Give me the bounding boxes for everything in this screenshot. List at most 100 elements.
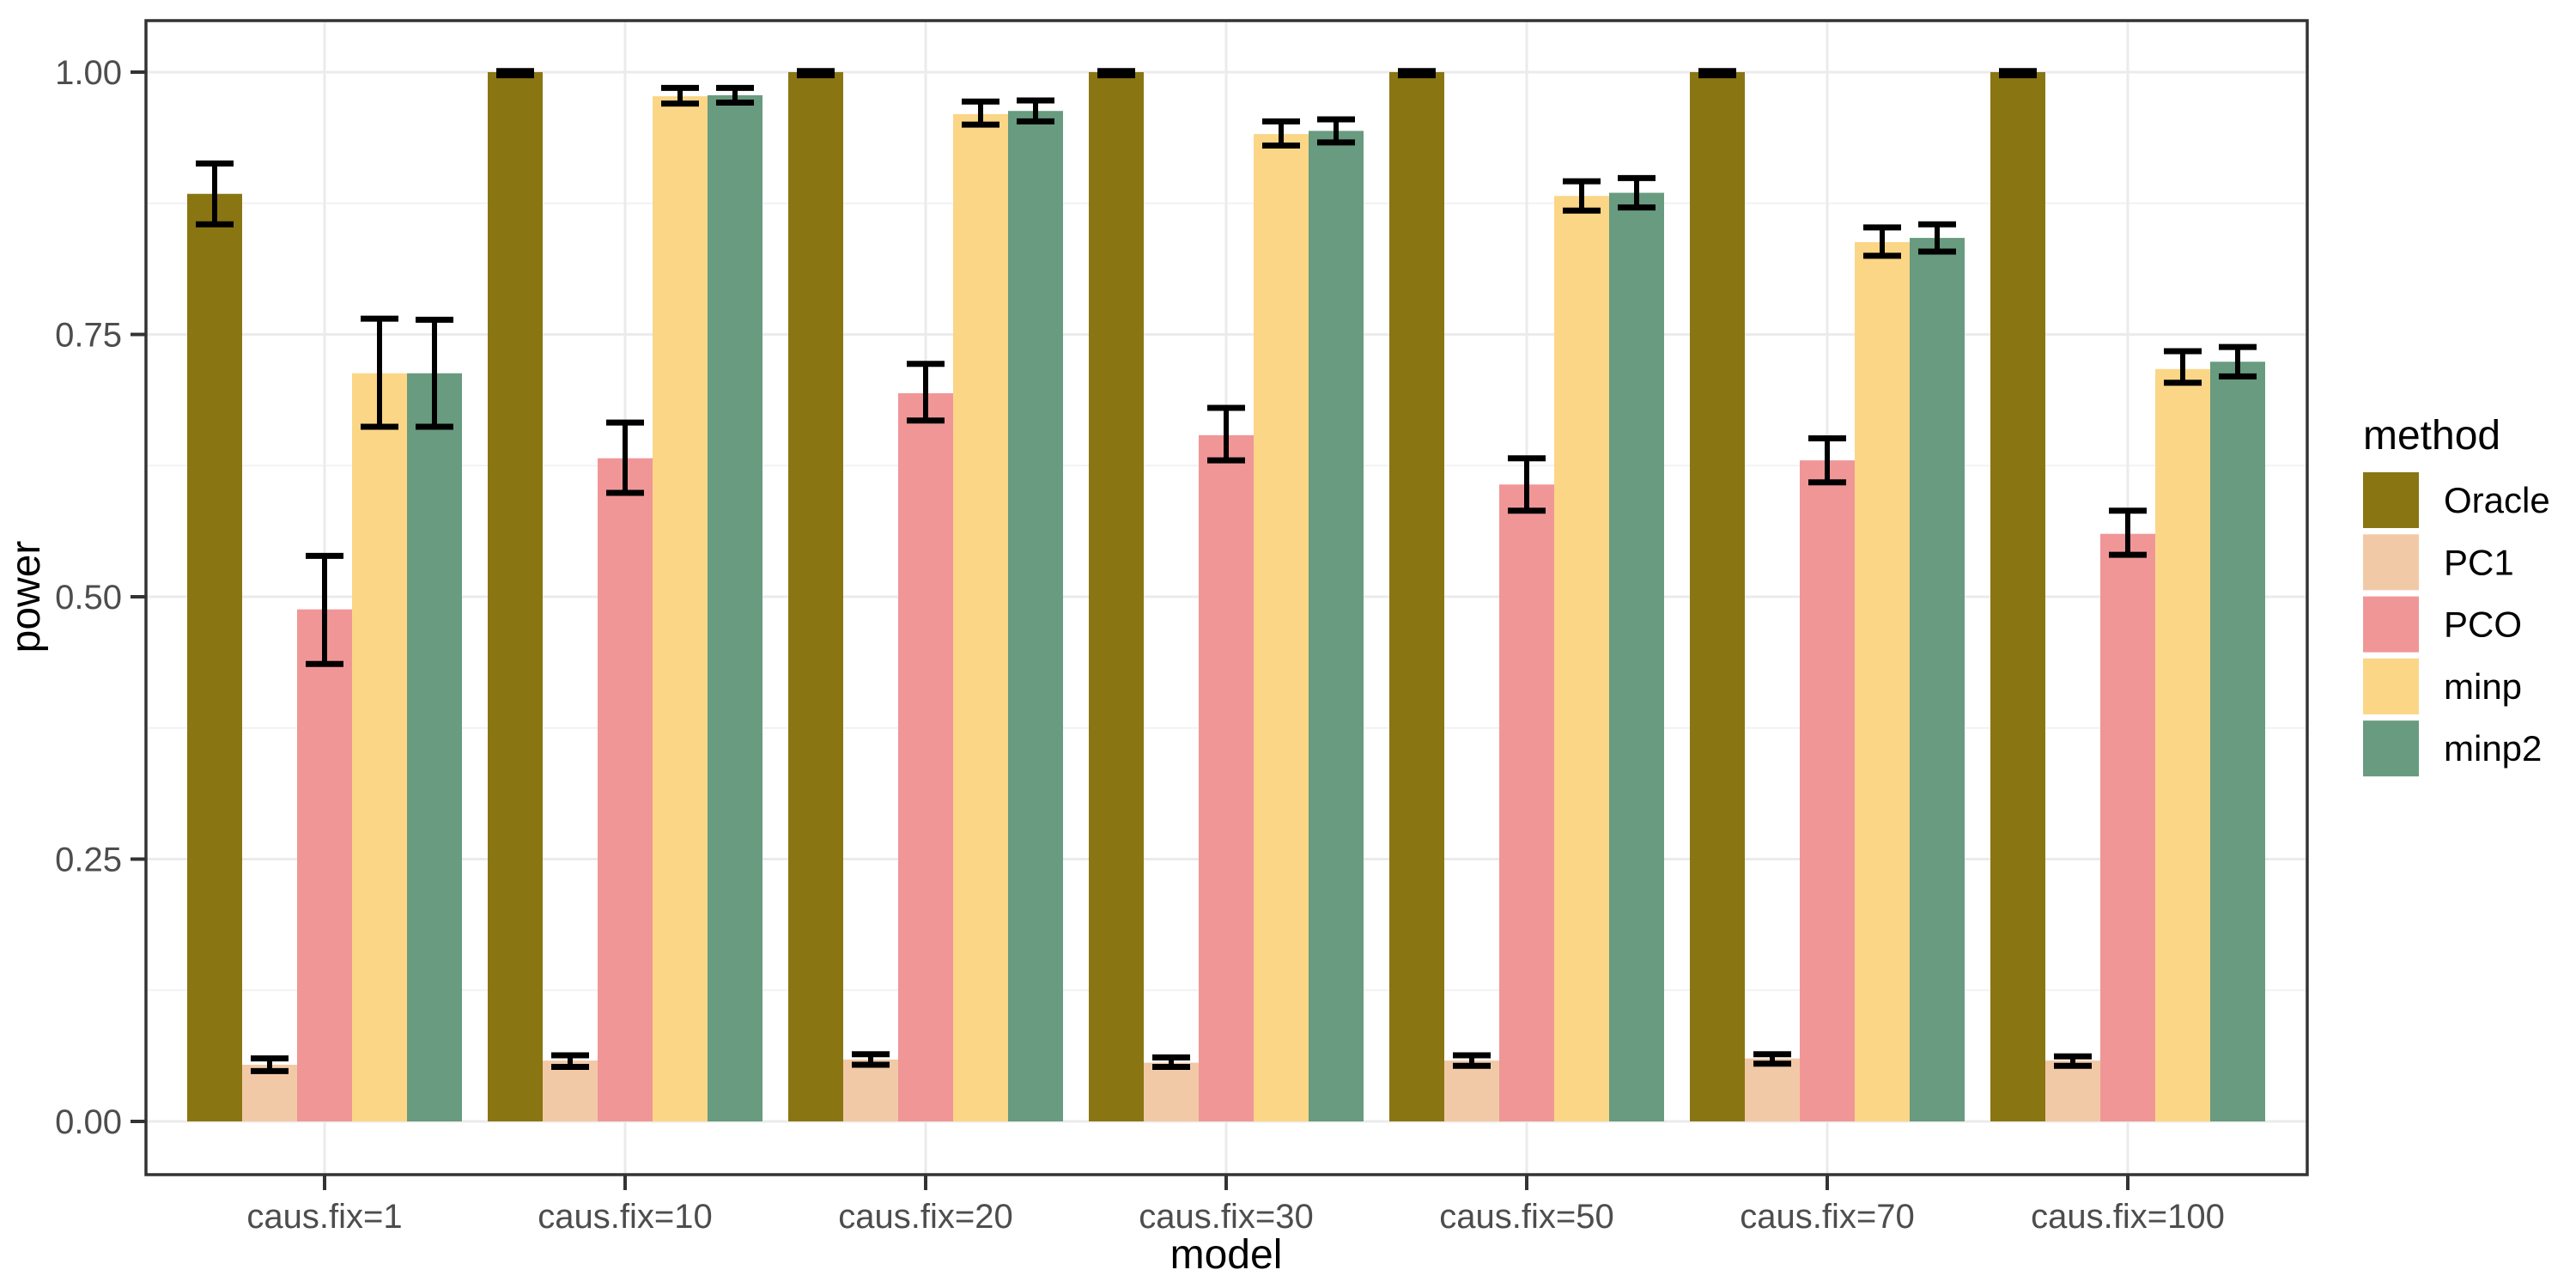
bar-PCO <box>1800 460 1855 1121</box>
bar-minp2 <box>708 94 762 1121</box>
x-tick-label: caus.fix=50 <box>1439 1198 1613 1236</box>
bar-Oracle <box>1389 72 1444 1121</box>
y-axis-title: power <box>3 541 49 653</box>
bar-minp <box>352 373 407 1121</box>
bar-minp <box>653 96 708 1122</box>
bar-minp <box>1554 196 1609 1121</box>
error-bar-Oracle <box>1097 68 1135 79</box>
x-tick-label: caus.fix=1 <box>246 1198 402 1236</box>
legend-label: PC1 <box>2444 542 2514 582</box>
legend-key-PC1 <box>2363 534 2419 591</box>
error-bar-Oracle <box>1999 68 2037 79</box>
bar-minp2 <box>1008 111 1063 1122</box>
error-bar-PCO <box>606 419 644 496</box>
legend-label: PCO <box>2444 605 2522 645</box>
error-bar-minp <box>1863 224 1901 259</box>
error-bar-minp <box>1262 118 1300 149</box>
error-bar-Oracle <box>1698 68 1736 79</box>
error-bar-PC1 <box>1453 1052 1491 1069</box>
error-bar-minp2 <box>1918 221 1956 255</box>
axes: 0.00 0.25 0.50 0.75 1.00 caus.fix=1 caus.fix=1… <box>55 54 2225 1236</box>
bar-PCO <box>898 392 953 1121</box>
bar-Oracle <box>1089 72 1144 1121</box>
error-bar-minp2 <box>2219 343 2257 380</box>
bar-PC1 <box>242 1065 297 1121</box>
error-bar-PCO <box>1207 404 1245 464</box>
y-tick-label: 0.25 <box>55 841 122 879</box>
error-bar-PCO <box>1508 455 1546 514</box>
x-tick-label: caus.fix=30 <box>1139 1198 1313 1236</box>
error-bar-PC1 <box>1152 1054 1190 1070</box>
bar-PC1 <box>1745 1058 1800 1121</box>
legend-title: method <box>2363 413 2500 459</box>
error-bar-Oracle <box>196 160 234 228</box>
legend-label: minp2 <box>2444 728 2542 769</box>
bar-PCO <box>1499 484 1554 1121</box>
x-axis-title: model <box>1170 1232 1283 1278</box>
bar-minp2 <box>1309 131 1364 1121</box>
bar-PC1 <box>843 1059 898 1121</box>
error-bar-minp2 <box>1017 97 1054 125</box>
bar-Oracle <box>1690 72 1745 1121</box>
error-bar-minp2 <box>716 84 754 106</box>
bar-minp <box>953 113 1008 1121</box>
bar-Oracle <box>1990 72 2045 1121</box>
bar-minp <box>1254 134 1309 1121</box>
bar-PCO <box>598 458 653 1121</box>
bar-PC1 <box>543 1060 598 1121</box>
x-tick-label: caus.fix=70 <box>1740 1198 1914 1236</box>
bar-minp <box>2155 368 2210 1121</box>
bar-Oracle <box>187 193 242 1122</box>
error-bar-minp <box>661 84 699 107</box>
legend-label: Oracle <box>2444 480 2550 520</box>
y-tick-label: 1.00 <box>55 54 122 92</box>
error-bar-PC1 <box>1753 1051 1791 1067</box>
bar-PC1 <box>1144 1062 1199 1121</box>
error-bar-PC1 <box>2054 1053 2092 1069</box>
bar-minp2 <box>2210 361 2265 1122</box>
plot-panel <box>144 19 2309 1176</box>
legend-item-Oracle: Oracle <box>2363 472 2550 528</box>
bar-PC1 <box>1444 1060 1499 1121</box>
y-tick-label: 0.75 <box>55 317 122 355</box>
bar-PCO <box>2100 533 2155 1121</box>
error-bar-PCO <box>2109 507 2147 558</box>
error-bar-PCO <box>1808 434 1846 486</box>
error-bar-PC1 <box>852 1051 890 1068</box>
error-bar-Oracle <box>1398 68 1436 79</box>
error-bar-PC1 <box>551 1052 589 1070</box>
bar-minp <box>1855 241 1910 1121</box>
error-bar-Oracle <box>496 68 534 79</box>
x-tick-label: caus.fix=10 <box>538 1198 712 1236</box>
legend-label: minp <box>2444 666 2522 707</box>
error-bar-PCO <box>306 552 343 667</box>
legend-item-PC1: PC1 <box>2363 534 2514 591</box>
bar-minp2 <box>407 373 462 1121</box>
error-bar-minp <box>1563 178 1601 214</box>
legend: Oracle PC1 PCO minp minp2 <box>2363 472 2550 777</box>
error-bar-Oracle <box>797 68 835 79</box>
error-bar-minp2 <box>1618 174 1656 211</box>
legend-key-PCO <box>2363 596 2419 653</box>
bar-Oracle <box>488 72 543 1121</box>
bar-PC1 <box>2045 1060 2100 1121</box>
error-bar-minp <box>2164 348 2202 386</box>
bar-Oracle <box>788 72 843 1121</box>
error-bar-minp2 <box>1317 116 1355 146</box>
legend-item-minp: minp <box>2363 658 2522 714</box>
legend-key-Oracle <box>2363 472 2419 528</box>
bar-PCO <box>1199 434 1254 1121</box>
x-tick-label: caus.fix=100 <box>2031 1198 2225 1236</box>
y-tick-label: 0.50 <box>55 579 122 617</box>
legend-item-minp2: minp2 <box>2363 720 2542 777</box>
bar-minp2 <box>1609 192 1664 1121</box>
y-tick-label: 0.00 <box>55 1103 122 1141</box>
bar-PCO <box>297 609 352 1121</box>
bar-minp2 <box>1910 238 1965 1122</box>
error-bar-minp2 <box>416 316 453 430</box>
legend-key-minp2 <box>2363 720 2419 777</box>
error-bar-minp <box>361 315 398 430</box>
error-bar-PCO <box>907 361 945 424</box>
